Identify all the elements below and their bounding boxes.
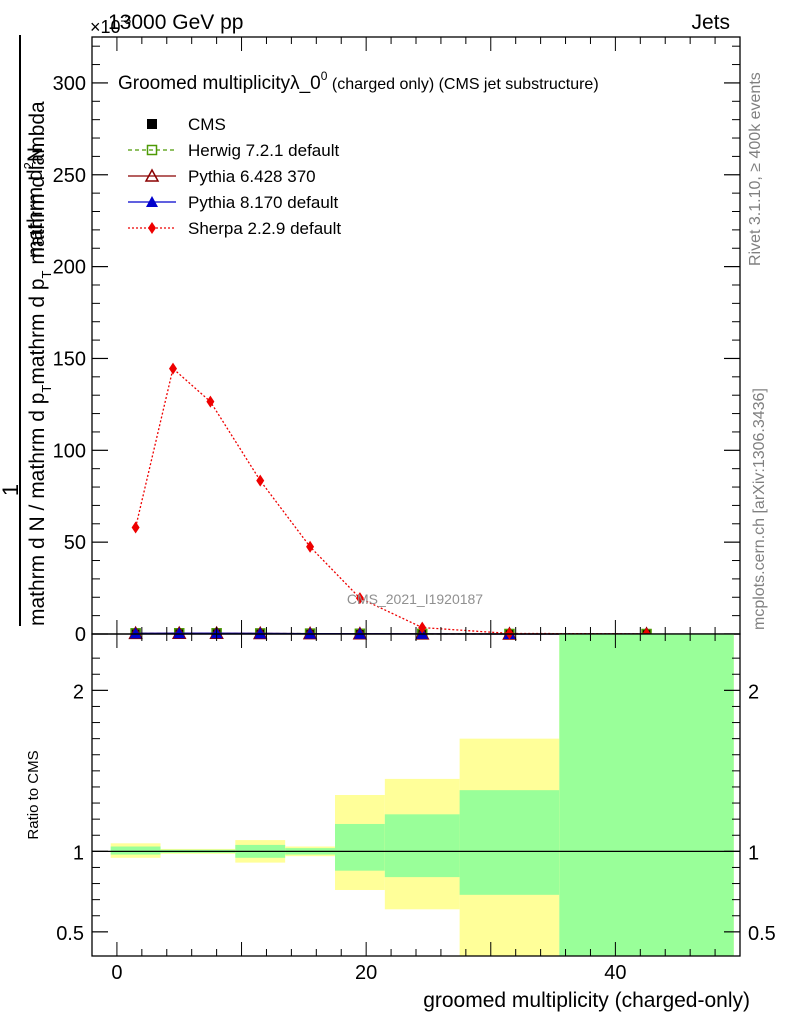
ylabel-numerator-tail: N	[24, 147, 47, 162]
legend-item-herwig: Herwig 7.2.1 default	[128, 141, 339, 160]
header-left-title: 13000 GeV pp	[108, 11, 243, 34]
green-band	[459, 790, 560, 895]
y-tick-label: 250	[53, 165, 86, 187]
legend-item-sherpa: Sherpa 2.2.9 default	[128, 219, 341, 238]
ylabel-denominator: mathrm d N / mathrm d pTmathrm d pT math…	[26, 101, 54, 626]
ratio-xlabel: groomed multiplicity (charged-only)	[423, 989, 750, 1012]
y-tick-label: 150	[53, 348, 86, 370]
marker-pythia6	[144, 168, 160, 182]
ylabel-one: 1	[0, 484, 23, 496]
ratio-y-tick-label: 0.5	[56, 923, 84, 945]
ylabel-den-a: mathrm d N / mathrm d p	[26, 393, 49, 626]
marker-pythia8	[129, 627, 142, 639]
green-band	[384, 814, 460, 878]
y-tick-label: 200	[53, 257, 86, 279]
green-band	[110, 846, 161, 855]
ratio-x-tick-label: 0	[111, 962, 122, 984]
marker-sherpa	[131, 521, 140, 534]
marker-pythia8	[173, 627, 186, 639]
exponent-label: ×10-3	[90, 13, 132, 37]
rivet-label: Rivet 3.1.10, ≥ 400k events	[747, 72, 764, 266]
ylabel-numerator-text: mathrm d	[24, 169, 47, 258]
legend-label: CMS	[188, 115, 226, 134]
ratio-y-tick-label-right: 0.5	[748, 923, 776, 945]
y-tick-label: 50	[64, 532, 86, 554]
marker-sherpa	[418, 621, 427, 634]
ylabel-numerator: mathrm d2N	[21, 147, 47, 258]
exponent-base: ×10	[90, 17, 121, 37]
marker-sherpa	[148, 222, 156, 234]
marker-cms	[147, 119, 157, 129]
header-right-title: Jets	[691, 11, 730, 34]
marker-sherpa	[306, 540, 315, 553]
main-ylabel: 1 mathrm d2N mathrm d N / mathrm d pTmat…	[0, 35, 54, 626]
ylabel-den-b-sub: T	[39, 270, 54, 278]
ratio-y-tick-label-right: 1	[748, 842, 759, 864]
marker-sherpa	[169, 362, 177, 375]
legend-item-pythia8: Pythia 8.170 default	[128, 193, 339, 212]
y-tick-label: 0	[75, 624, 86, 646]
main-title-small: (charged only) (CMS jet substructure)	[327, 76, 598, 93]
marker-sherpa	[355, 592, 364, 605]
ratio-x-tick-label: 20	[355, 962, 377, 984]
main-title: Groomed multiplicityλ_00 (charged only) …	[118, 69, 599, 94]
marker-pythia8	[254, 627, 267, 639]
marker-pythia8	[353, 627, 366, 639]
marker-sherpa	[256, 474, 265, 487]
main-axes: 0 50 100 150 200 250 300	[53, 37, 741, 646]
ylabel-den-b: mathrm d p	[26, 278, 49, 384]
main-title-text: Groomed multiplicityλ_0	[118, 73, 321, 94]
ratio-y-tick-label: 1	[73, 842, 84, 864]
ratio-panel	[92, 634, 740, 956]
green-band	[559, 634, 734, 956]
ratio-y-tick-label: 2	[73, 681, 84, 703]
ratio-x-tick-label: 40	[604, 962, 626, 984]
legend: CMS Herwig 7.2.1 default Pythia 6.428 370 P…	[128, 115, 341, 238]
marker-herwig	[146, 144, 158, 156]
marker-pythia8	[304, 627, 317, 639]
exponent-power: -3	[121, 13, 132, 27]
ratio-ylabel: Ratio to CMS	[25, 750, 42, 839]
marker-sherpa	[206, 395, 215, 408]
series-sherpa	[131, 362, 651, 640]
legend-label: Herwig 7.2.1 default	[188, 141, 339, 160]
ratio-y-tick-label-right: 2	[748, 681, 759, 703]
ylabel-den-a-sub: T	[39, 385, 54, 393]
legend-item-pythia6: Pythia 6.428 370	[128, 167, 316, 186]
mcplots-label: mcplots.cern.ch [arXiv:1306.3436]	[751, 388, 768, 630]
green-band	[335, 823, 385, 871]
y-tick-label: 300	[53, 73, 86, 95]
main-title-sup: 0	[321, 69, 328, 83]
analysis-id: CMS_2021_I1920187	[347, 591, 483, 607]
ratio-axes: 0.5 0.51 12 20 20 40	[56, 634, 776, 984]
legend-item-cms: CMS	[147, 115, 226, 134]
legend-label: Pythia 8.170 default	[188, 193, 339, 212]
ylabel-den-c: mathrm d lambda	[26, 101, 49, 271]
legend-label: Sherpa 2.2.9 default	[188, 219, 341, 238]
ylabel-numerator-sup: 2	[21, 162, 36, 169]
marker-pythia8	[146, 196, 158, 207]
legend-label: Pythia 6.428 370	[188, 167, 316, 186]
y-tick-label: 100	[53, 440, 86, 462]
